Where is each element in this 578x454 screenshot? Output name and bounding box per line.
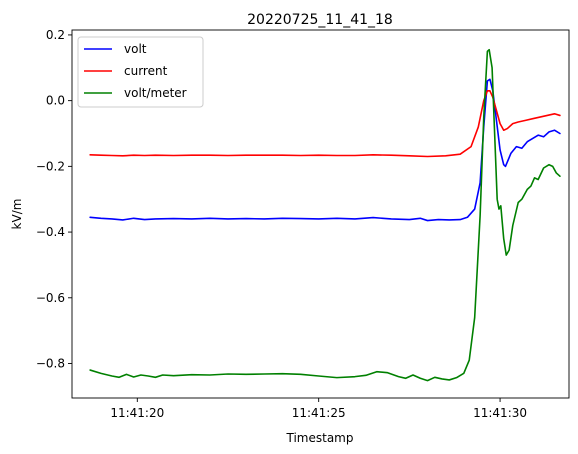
y-tick-label: −0.6	[36, 291, 65, 305]
y-tick-label: 0.0	[46, 94, 65, 108]
legend-label-3: volt/meter	[124, 86, 187, 100]
series-layer	[89, 48, 561, 382]
y-tick-label: 0.2	[46, 28, 65, 42]
series-line-2	[89, 89, 561, 158]
series-line-1	[89, 78, 561, 222]
x-axis: 11:41:20 11:41:25 11:41:30	[110, 398, 527, 420]
legend-box	[77, 36, 204, 108]
plot-frame	[71, 29, 570, 399]
series-line-3	[89, 48, 561, 382]
chart-title: 20220725_11_41_18	[247, 12, 393, 28]
x-axis-label: Timestamp	[286, 431, 354, 445]
y-tick-label: −0.2	[36, 159, 65, 173]
x-tick-label: 11:41:30	[473, 406, 527, 420]
x-tick-label: 11:41:20	[110, 406, 164, 420]
y-tick-label: −0.4	[36, 225, 65, 239]
legend-label-1: volt	[124, 42, 147, 56]
legend-label-2: current	[124, 64, 168, 78]
y-tick-label: −0.8	[36, 357, 65, 371]
y-axis-label: kV/m	[10, 199, 24, 230]
legend: volt current volt/meter	[77, 36, 204, 108]
x-tick-label: 11:41:25	[292, 406, 346, 420]
y-axis: 0.2 0.0 −0.2 −0.4 −0.6 −0.8	[36, 28, 72, 371]
